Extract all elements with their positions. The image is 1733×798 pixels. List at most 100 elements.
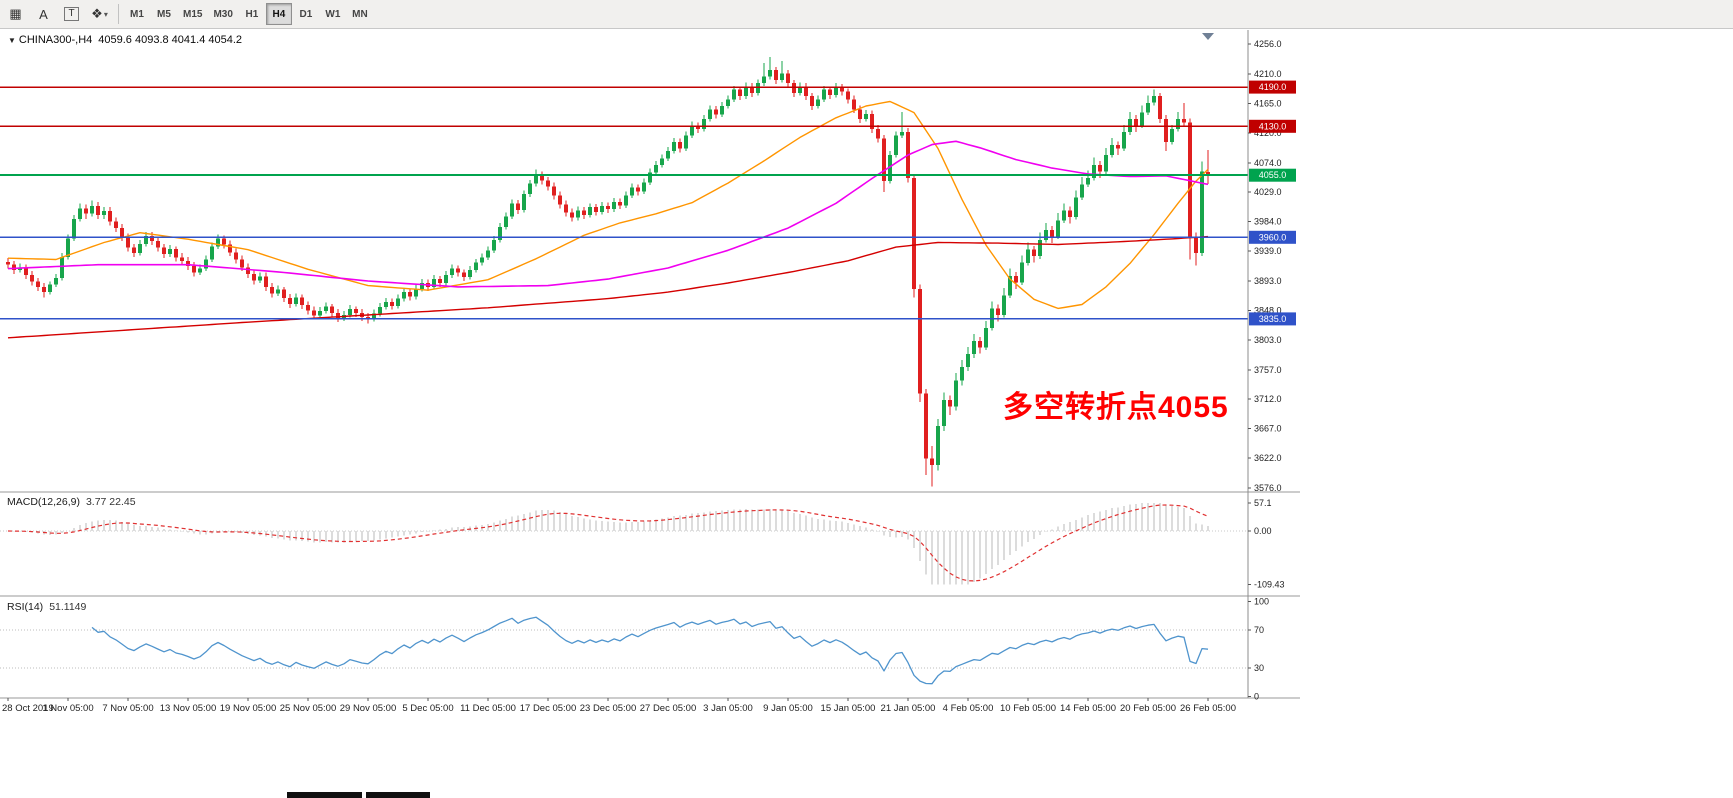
timeframe-group: M1 M5 M15 M30 H1 H4 D1 W1 MN — [124, 3, 373, 25]
timeframe-m5[interactable]: M5 — [151, 3, 177, 25]
time-tick-label: 11 Dec 05:00 — [460, 703, 516, 714]
main-panel — [0, 57, 1248, 487]
time-tick-label: 9 Jan 05:00 — [763, 703, 813, 714]
chart-mode-icon[interactable]: ▦ — [2, 2, 29, 26]
ma-lines — [7, 100, 1209, 339]
slow-ma — [7, 235, 1209, 339]
rsi-indicator-value: 51.1149 — [49, 601, 87, 613]
time-tick-label: 26 Feb 05:00 — [1180, 703, 1236, 714]
timeframe-d1[interactable]: D1 — [293, 3, 319, 25]
bottom-tab-bar — [0, 792, 1733, 798]
macd-panel — [0, 503, 1248, 585]
rsi-scale-label: 30 — [1254, 663, 1264, 673]
price-tick-label: 4029.0 — [1254, 187, 1282, 197]
symbol-name: CHINA300-,H4 — [18, 34, 93, 46]
macd-signal-line — [7, 504, 1209, 582]
macd-scale-label: -109.43 — [1254, 580, 1285, 590]
time-tick-label: 25 Nov 05:00 — [280, 703, 337, 714]
time-tick-label: 28 Oct 2019 — [2, 703, 54, 714]
rsi-scale-label: 70 — [1254, 625, 1264, 635]
time-tick-label: 7 Nov 05:00 — [102, 703, 153, 714]
time-tick-label: 23 Dec 05:00 — [580, 703, 637, 714]
price-box-4130.0 — [1249, 119, 1296, 133]
price-tick-label: 3848.0 — [1254, 305, 1282, 315]
rsi-scale-label: 0 — [1254, 692, 1259, 702]
rsi-scale-label: 100 — [1254, 597, 1269, 607]
price-tick-label: 3984.0 — [1254, 217, 1282, 227]
time-tick-label: 4 Feb 05:00 — [943, 703, 994, 714]
medium-ma — [7, 140, 1209, 288]
h-lines[interactable] — [0, 86, 1248, 320]
price-tick-label: 3939.0 — [1254, 246, 1282, 256]
price-box-3835.0 — [1249, 312, 1296, 326]
time-tick-label: 20 Feb 05:00 — [1120, 703, 1176, 714]
time-tick-label: 14 Feb 05:00 — [1060, 703, 1116, 714]
objects-dropdown-icon[interactable]: ❖ ▾ — [86, 2, 113, 26]
time-tick-label: 17 Dec 05:00 — [520, 703, 577, 714]
rsi-line — [91, 616, 1209, 685]
time-tick-label: 10 Feb 05:00 — [1000, 703, 1056, 714]
price-tick-label: 3712.0 — [1254, 394, 1282, 404]
price-axis[interactable]: 4256.04210.04165.04120.04074.04029.03984… — [1248, 39, 1296, 702]
time-tick-label: 15 Jan 05:00 — [821, 703, 876, 714]
price-tick-label: 4165.0 — [1254, 98, 1282, 108]
symbol-expander-icon[interactable]: ▼ — [8, 36, 16, 45]
chart-svg[interactable]: 4256.04210.04165.04120.04074.04029.03984… — [0, 30, 1310, 722]
chart-annotation: 多空转折点4055 — [1003, 391, 1229, 424]
time-tick-label: 27 Dec 05:00 — [640, 703, 697, 714]
symbol-label: ▼ CHINA300-,H4 4059.6 4093.8 4041.4 4054.2 — [8, 34, 242, 46]
price-box-label: 4190.0 — [1259, 82, 1287, 92]
price-box-4190.0 — [1249, 80, 1296, 94]
price-box-label: 4055.0 — [1259, 170, 1287, 180]
macd-indicator-values: 3.77 22.45 — [85, 496, 136, 508]
price-box-4055.0 — [1249, 168, 1296, 182]
cursor-a-icon[interactable]: A — [30, 2, 57, 26]
price-tick-label: 3622.0 — [1254, 453, 1282, 463]
time-tick-label: 3 Jan 05:00 — [703, 703, 753, 714]
macd-histogram — [13, 503, 1209, 585]
timeframe-mn[interactable]: MN — [347, 3, 373, 25]
time-tick-label: 5 Dec 05:00 — [402, 703, 453, 714]
time-tick-label: 29 Nov 05:00 — [340, 703, 397, 714]
text-label-icon[interactable]: T — [58, 2, 85, 26]
tool-group: ▦ A T ❖ ▾ — [2, 2, 113, 26]
timeframe-m15[interactable]: M15 — [178, 3, 207, 25]
macd-label: MACD(12,26,9) 3.77 22.45 — [7, 496, 136, 508]
price-tick-label: 3893.0 — [1254, 276, 1282, 286]
rsi-label: RSI(14) 51.1149 — [7, 601, 86, 613]
toolbar-separator — [118, 4, 119, 24]
time-tick-label: 1 Nov 05:00 — [42, 703, 93, 714]
time-tick-label: 21 Jan 05:00 — [881, 703, 936, 714]
price-tick-label: 3803.0 — [1254, 335, 1282, 345]
candles — [6, 57, 1210, 487]
price-tick-label: 3576.0 — [1254, 483, 1282, 493]
price-tick-label: 4210.0 — [1254, 69, 1282, 79]
timeframe-h1[interactable]: H1 — [239, 3, 265, 25]
panel-splitters[interactable] — [0, 30, 1300, 699]
macd-indicator-name: MACD(12,26,9) — [7, 496, 80, 508]
timeframe-m30[interactable]: M30 — [208, 3, 237, 25]
time-tick-label: 13 Nov 05:00 — [160, 703, 217, 714]
bottom-tab[interactable] — [287, 792, 362, 798]
fast-ma — [7, 100, 1209, 310]
rsi-indicator-name: RSI(14) — [7, 601, 44, 613]
macd-scale-label: 0.00 — [1254, 526, 1272, 536]
bottom-tab[interactable] — [366, 792, 430, 798]
price-box-label: 4130.0 — [1259, 121, 1287, 131]
timeframe-w1[interactable]: W1 — [320, 3, 346, 25]
price-tick-label: 3667.0 — [1254, 424, 1282, 434]
symbol-ohlc-values: 4059.6 4093.8 4041.4 4054.2 — [98, 34, 243, 46]
price-box-3960.0 — [1249, 230, 1296, 244]
time-tick-label: 19 Nov 05:00 — [220, 703, 277, 714]
chart-shift-marker-icon[interactable] — [1202, 33, 1214, 40]
price-box-label: 3960.0 — [1259, 232, 1287, 242]
chart-area[interactable]: 4256.04210.04165.04120.04074.04029.03984… — [0, 30, 1310, 722]
price-tick-label: 3757.0 — [1254, 365, 1282, 375]
price-tick-label: 4074.0 — [1254, 158, 1282, 168]
timeframe-h4[interactable]: H4 — [265, 3, 292, 25]
timeframe-m1[interactable]: M1 — [124, 3, 150, 25]
rsi-panel — [0, 616, 1248, 685]
price-box-label: 3835.0 — [1259, 314, 1287, 324]
